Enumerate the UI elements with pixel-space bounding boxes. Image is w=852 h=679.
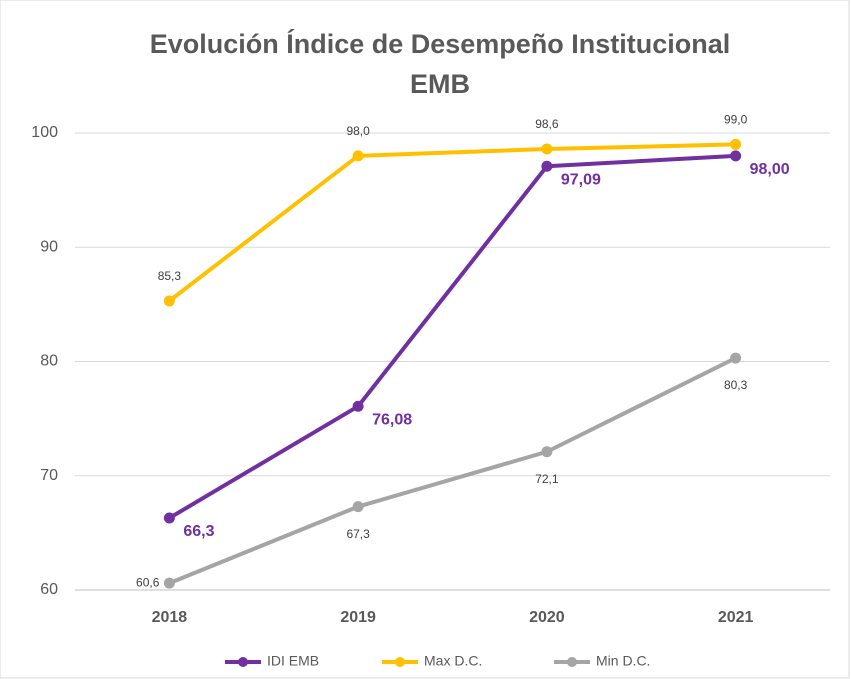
series-line [168,356,737,585]
data-label: 76,08 [372,412,412,429]
data-point [541,143,553,155]
y-tick-label: 70 [40,467,58,484]
y-tick-label: 80 [40,353,58,370]
data-point [352,501,364,513]
data-point [163,577,175,589]
legend-marker [567,657,577,667]
data-point [163,512,175,524]
data-label: 98,6 [535,117,559,131]
x-tick-label: 2021 [718,609,754,626]
data-label: 60,6 [136,575,160,589]
data-point [541,160,553,172]
data-point [730,138,742,150]
data-point [352,150,364,162]
data-label: 98,00 [750,161,790,178]
x-tick-label: 2019 [340,609,376,626]
data-label: 66,3 [183,523,214,540]
legend-marker [238,657,248,667]
data-point [352,400,364,412]
legend-label: Max D.C. [424,653,482,669]
data-label: 97,09 [561,171,601,188]
x-tick-label: 2020 [529,609,565,626]
x-tick-label: 2018 [152,609,188,626]
chart-title: EMB [410,69,470,99]
chart-title: Evolución Índice de Desempeño Institucio… [150,28,731,59]
data-point [730,150,742,162]
legend-label: IDI EMB [267,653,319,669]
series-line [168,142,736,303]
data-point [541,446,553,458]
data-label: 99,0 [724,113,748,127]
data-label: 72,1 [535,472,559,486]
data-point [163,295,175,307]
y-tick-label: 100 [31,124,58,141]
legend-marker [395,657,405,667]
y-tick-label: 60 [40,581,58,598]
data-label: 98,0 [346,124,370,138]
data-label: 85,3 [158,269,182,283]
legend-label: Min D.C. [596,653,650,669]
data-label: 80,3 [724,378,748,392]
y-tick-label: 90 [40,238,58,255]
series-line [168,153,736,520]
data-point [730,352,742,364]
data-label: 67,3 [346,527,370,541]
